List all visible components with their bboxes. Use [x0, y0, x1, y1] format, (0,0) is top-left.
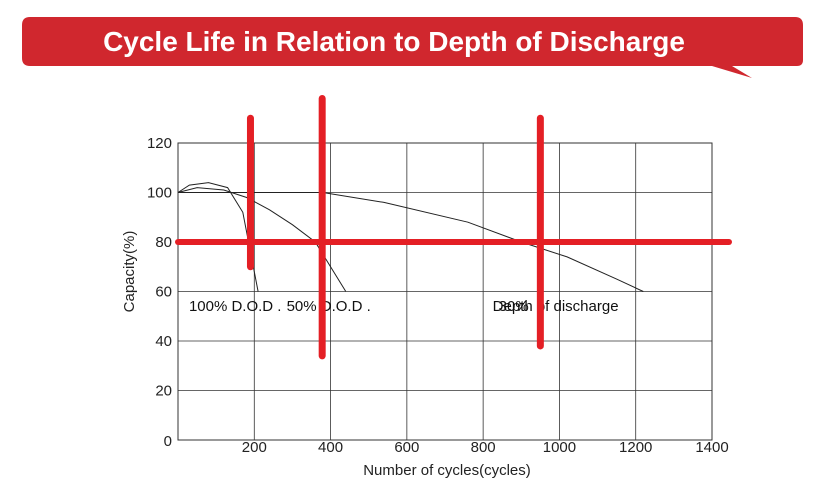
- annotations: 100% D.O.D . 50% D.O.D . 30%Depth of disch…: [189, 298, 619, 315]
- series-line-3: [178, 192, 644, 292]
- y-tick-label: 100: [147, 185, 172, 202]
- x-tick-label: 600: [394, 439, 419, 456]
- y-tick-label: 40: [155, 333, 172, 350]
- series-line-1: [177, 182, 259, 292]
- banner-shape: [22, 17, 803, 78]
- series-annotation: 50% D.O.D .: [287, 298, 371, 315]
- title-banner: Cycle Life in Relation to Depth of Disch…: [22, 17, 803, 78]
- y-tick-label: 80: [155, 234, 172, 251]
- chart-title: Cycle Life in Relation to Depth of Disch…: [103, 26, 685, 57]
- y-tick-label: 60: [155, 284, 172, 301]
- x-tick-label: 800: [471, 439, 496, 456]
- x-tick-label: 400: [318, 439, 343, 456]
- x-tick-label: 1400: [695, 439, 728, 456]
- y-tick-label: 120: [147, 135, 172, 152]
- series-annotation: Depth of discharge: [493, 298, 619, 315]
- highlight-marks: [175, 94, 732, 360]
- series-annotation: 100% D.O.D .: [189, 298, 282, 315]
- y-axis-label: Capacity(%): [121, 231, 138, 313]
- x-axis-label: Number of cycles(cycles): [363, 462, 531, 479]
- origin-tick-label: 0: [164, 433, 172, 450]
- x-tick-label: 200: [242, 439, 267, 456]
- series-annotation: 30%: [499, 298, 529, 315]
- x-tick-label: 1200: [619, 439, 652, 456]
- y-tick-label: 20: [155, 383, 172, 400]
- x-tick-label: 1000: [543, 439, 576, 456]
